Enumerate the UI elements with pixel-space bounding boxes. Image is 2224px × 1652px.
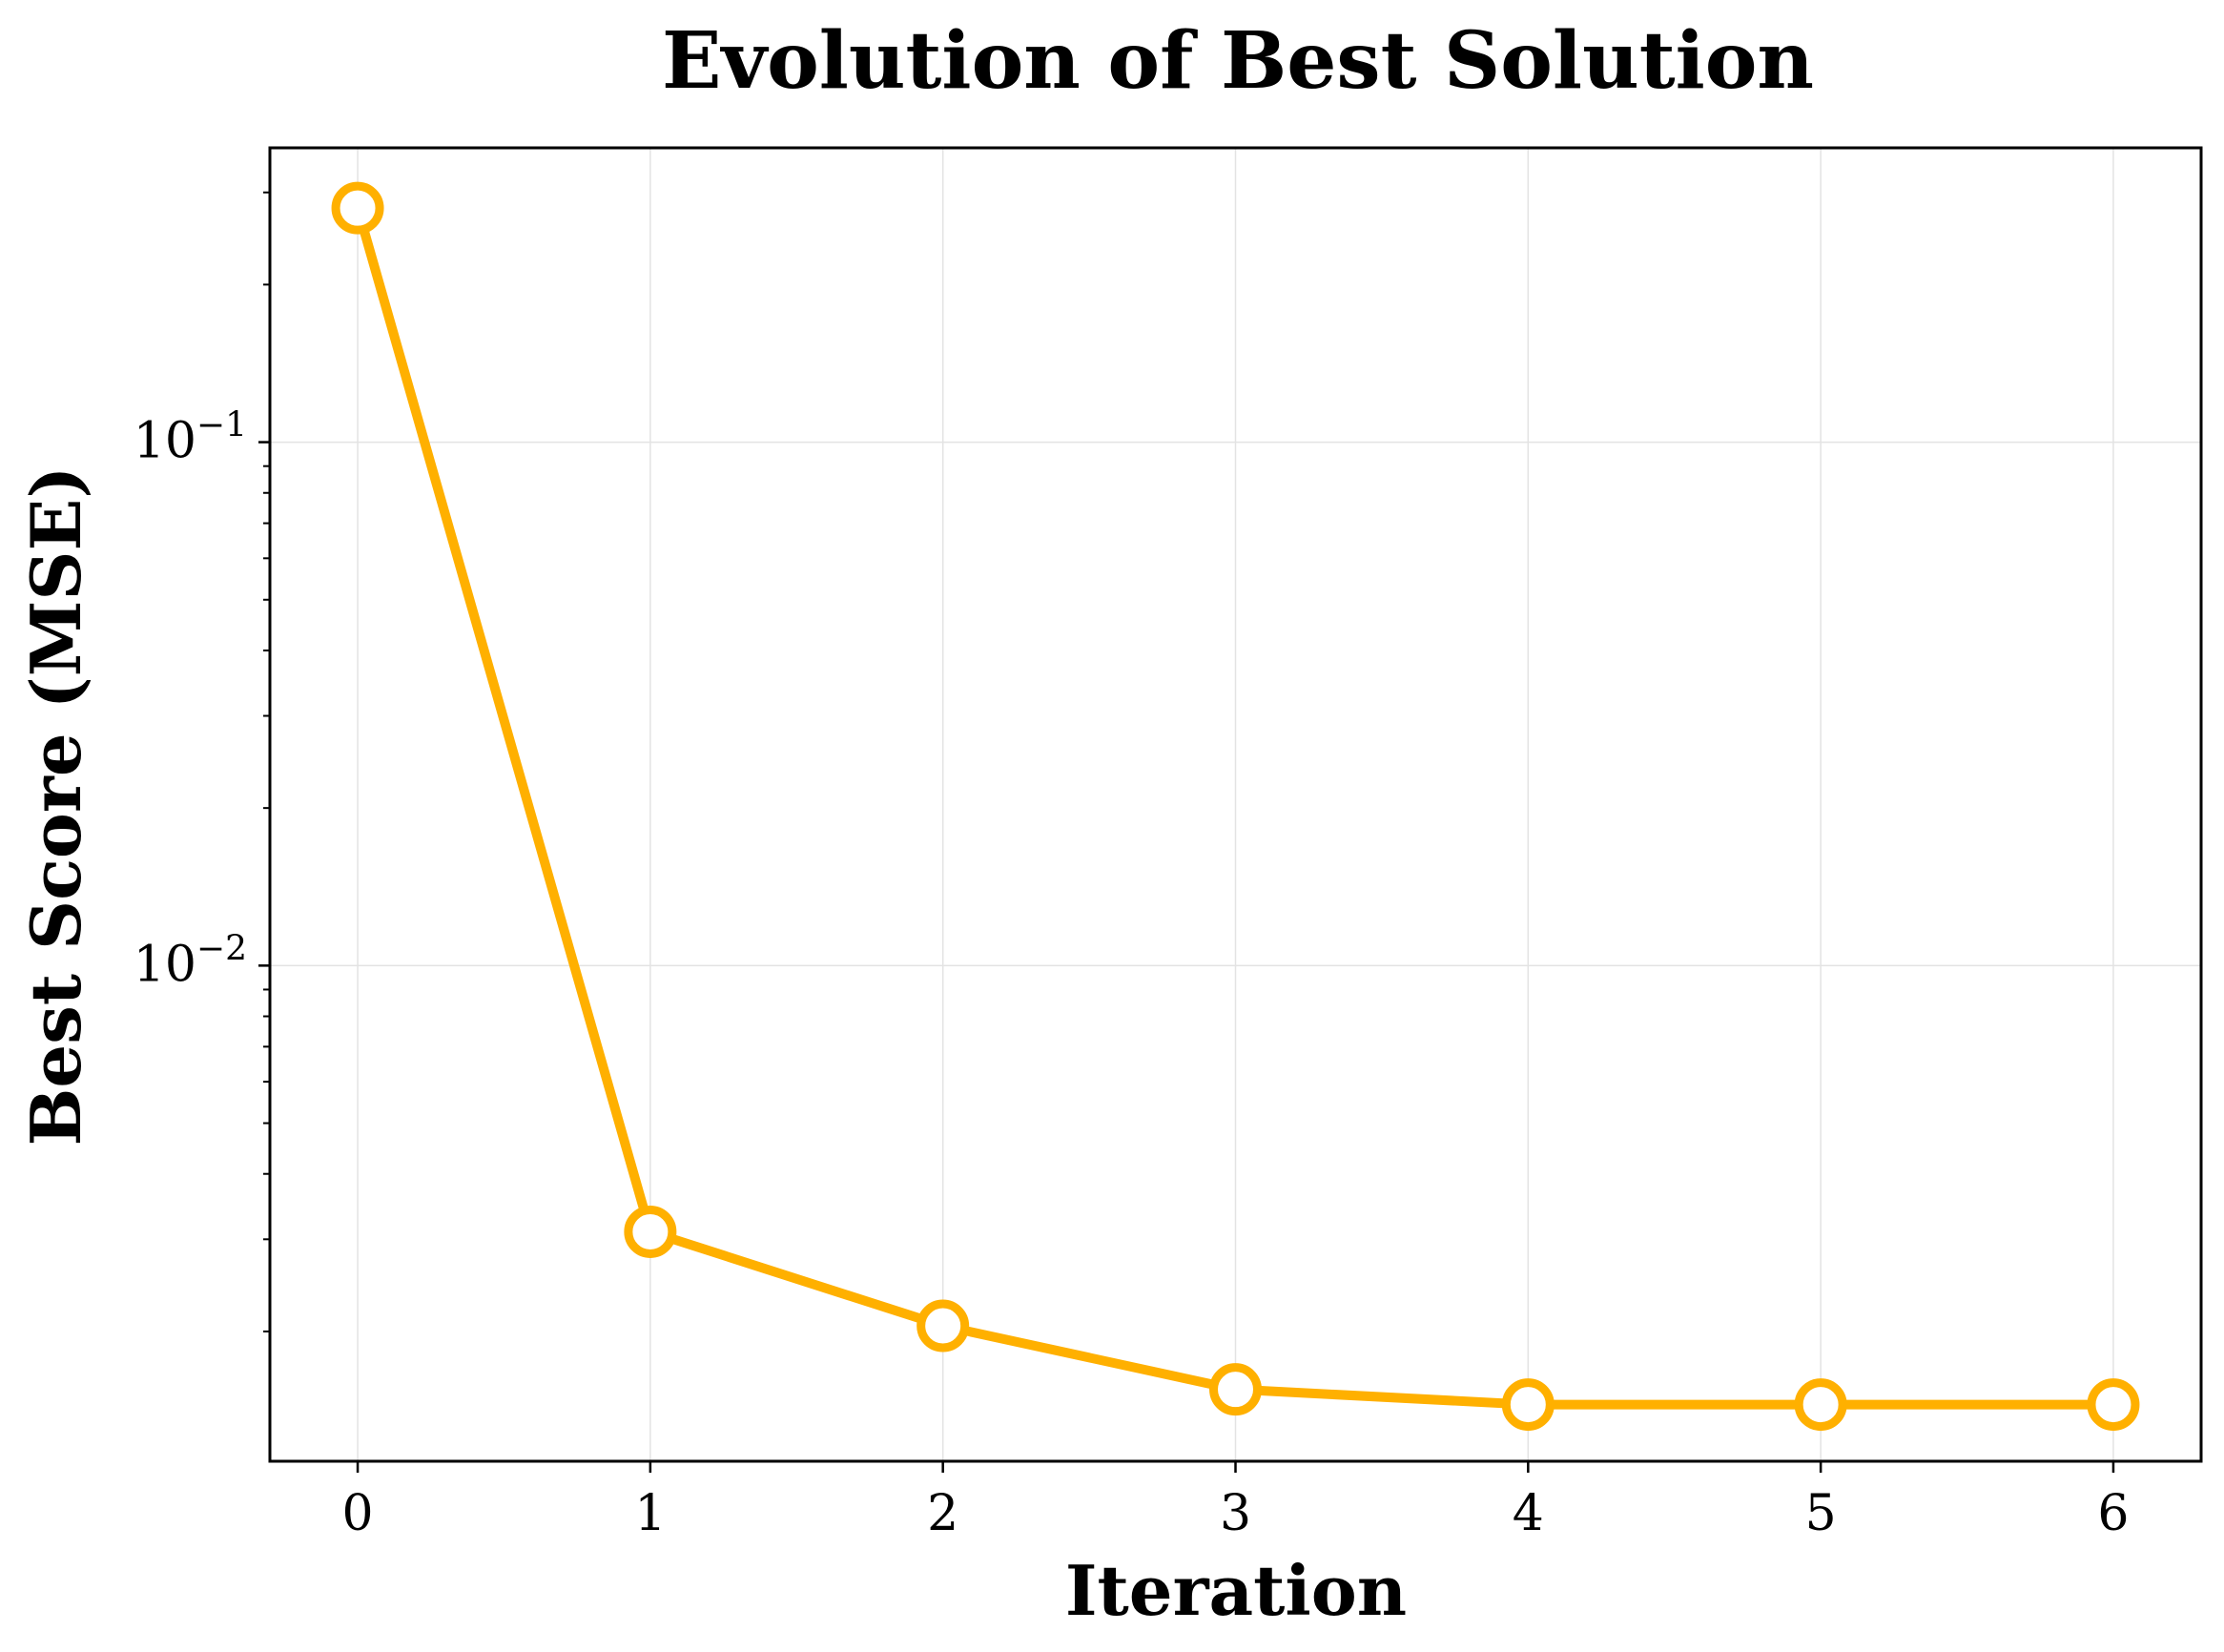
x-tick-label: 0 (341, 1485, 373, 1542)
data-point (916, 1299, 970, 1353)
x-tick-label: 4 (1513, 1485, 1544, 1542)
series (331, 181, 2140, 1432)
y-ticks: 10−110−2 (134, 406, 270, 993)
data-point (2087, 1378, 2140, 1432)
data-point (1794, 1378, 1847, 1432)
x-tick-label: 1 (634, 1485, 666, 1542)
data-point (1501, 1378, 1555, 1432)
x-tick-label: 6 (2097, 1485, 2129, 1542)
grid (270, 148, 2201, 1461)
y-tick-base: 10 (134, 413, 196, 470)
data-point (1209, 1363, 1262, 1416)
chart-title: Evolution of Best Solution (662, 15, 1814, 107)
x-ticks: 0 1 2 3 4 5 6 (341, 1461, 2130, 1542)
y-tick-exponent: −1 (196, 406, 247, 445)
x-axis-label: Iteration (1065, 1550, 1407, 1631)
y-tick-exponent: −2 (196, 929, 247, 968)
y-tick-base: 10 (134, 936, 196, 993)
x-tick-label: 3 (1220, 1485, 1251, 1542)
y-axis-label: Best Score (MSE) (15, 466, 96, 1146)
data-point (331, 181, 384, 235)
y-minor-ticks (263, 191, 270, 1332)
x-tick-label: 2 (927, 1485, 958, 1542)
y-tick-label: 10−2 (134, 929, 247, 993)
y-tick-label: 10−1 (134, 406, 247, 470)
x-tick-label: 5 (1805, 1485, 1837, 1542)
data-point (624, 1205, 677, 1258)
